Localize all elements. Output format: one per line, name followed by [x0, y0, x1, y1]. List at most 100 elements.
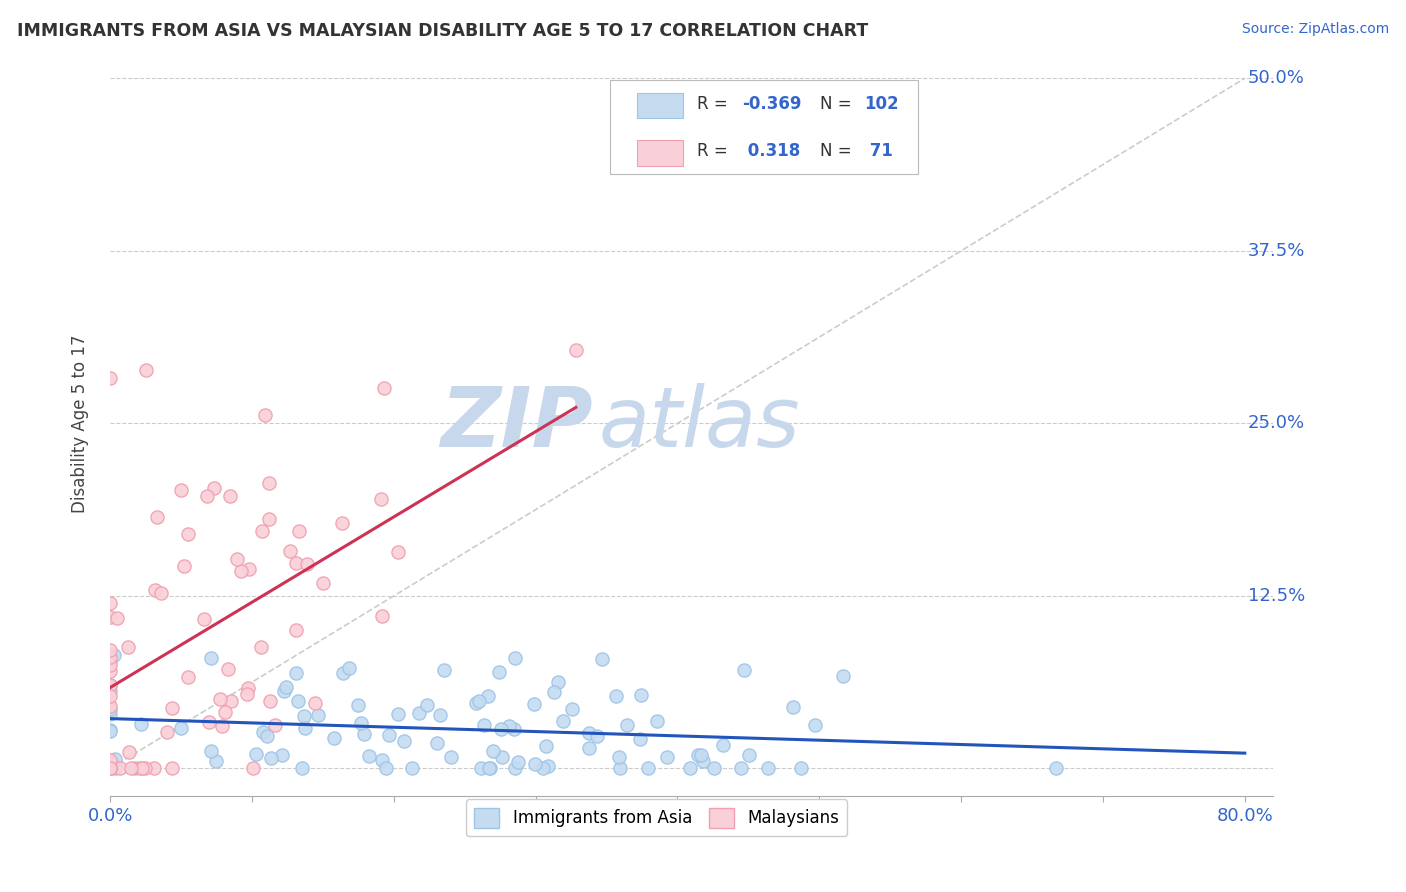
Point — [733, 664, 755, 678]
Point — [586, 729, 609, 743]
Point — [479, 762, 502, 776]
Text: atlas: atlas — [599, 383, 800, 464]
Point — [98, 753, 121, 767]
Point — [291, 762, 314, 776]
Point — [98, 678, 121, 692]
Point — [145, 510, 167, 524]
Point — [607, 749, 630, 764]
Point — [488, 665, 510, 680]
Point — [98, 596, 121, 610]
Point — [150, 586, 173, 600]
Point — [804, 718, 827, 732]
Point — [285, 556, 308, 570]
Point — [294, 721, 316, 735]
Point — [287, 524, 309, 539]
Point — [503, 722, 526, 736]
Text: ZIP: ZIP — [440, 383, 593, 464]
Point — [217, 662, 239, 676]
Point — [561, 702, 583, 716]
Point — [703, 762, 725, 776]
Point — [591, 652, 613, 666]
Text: 50.0%: 50.0% — [1247, 70, 1305, 87]
Point — [211, 719, 233, 733]
Point — [120, 762, 142, 776]
Legend: Immigrants from Asia, Malaysians: Immigrants from Asia, Malaysians — [467, 799, 848, 836]
Point — [534, 739, 557, 753]
Text: R =: R = — [697, 142, 734, 160]
Point — [440, 749, 463, 764]
Point — [257, 511, 280, 525]
Point — [478, 762, 501, 776]
Point — [156, 724, 179, 739]
Point — [250, 640, 273, 654]
Point — [353, 727, 375, 741]
Point — [332, 665, 354, 680]
Point — [98, 642, 121, 657]
Point — [245, 747, 267, 762]
Point — [491, 723, 513, 737]
Point — [98, 723, 121, 737]
Point — [371, 608, 394, 623]
Point — [688, 748, 710, 763]
Point — [472, 717, 495, 731]
Point — [98, 702, 121, 716]
Point — [477, 689, 499, 703]
Point — [637, 762, 659, 776]
Point — [238, 562, 260, 576]
Point — [337, 661, 360, 675]
Point — [252, 524, 274, 538]
Point — [142, 762, 165, 776]
Point — [278, 544, 301, 558]
Point — [505, 762, 527, 776]
Point — [195, 489, 218, 503]
Point — [219, 488, 242, 502]
Point — [370, 492, 392, 507]
Point — [260, 751, 283, 765]
Point — [200, 744, 222, 758]
Point — [242, 762, 264, 776]
Point — [523, 697, 546, 711]
Point — [655, 750, 678, 764]
Point — [177, 670, 200, 684]
Point — [98, 762, 121, 776]
Point — [578, 740, 600, 755]
Point — [287, 693, 309, 707]
Point — [347, 698, 370, 712]
Point — [98, 657, 121, 672]
Point — [135, 363, 157, 377]
Point — [98, 690, 121, 704]
Point — [578, 726, 600, 740]
Point — [738, 748, 761, 763]
Point — [231, 564, 253, 578]
Point — [401, 762, 423, 776]
Point — [330, 516, 353, 530]
Point — [292, 709, 315, 723]
Text: 37.5%: 37.5% — [1247, 242, 1305, 260]
Point — [429, 707, 451, 722]
Point — [98, 684, 121, 698]
Point — [263, 717, 285, 731]
Point — [197, 715, 219, 730]
Point — [1045, 762, 1067, 776]
Point — [415, 698, 437, 712]
Point — [711, 738, 734, 752]
Point — [219, 694, 242, 708]
Point — [426, 736, 449, 750]
Point — [547, 674, 569, 689]
Point — [408, 706, 430, 721]
FancyBboxPatch shape — [637, 140, 683, 166]
Point — [616, 718, 638, 732]
Point — [350, 715, 373, 730]
Point — [531, 762, 554, 776]
Point — [481, 743, 503, 757]
Point — [304, 696, 326, 710]
Point — [200, 651, 222, 665]
Point — [628, 731, 651, 746]
Point — [312, 575, 335, 590]
Text: 0.318: 0.318 — [741, 142, 800, 160]
Point — [274, 680, 297, 694]
Point — [645, 714, 668, 728]
Text: -0.369: -0.369 — [741, 95, 801, 112]
Point — [98, 610, 121, 624]
Point — [565, 343, 588, 357]
